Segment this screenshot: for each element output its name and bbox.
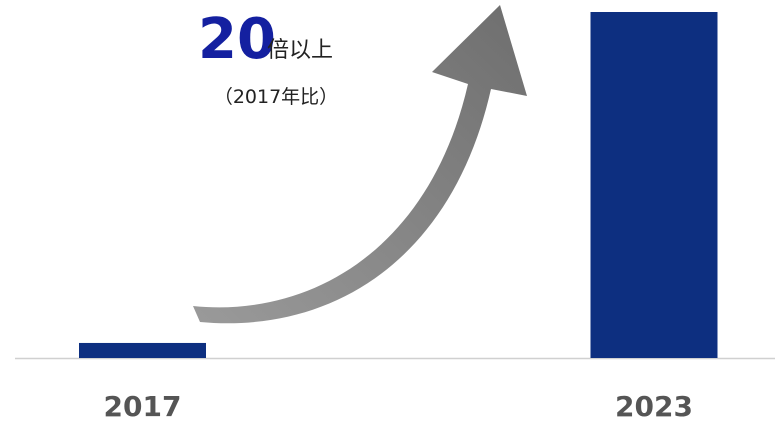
growth-arrow [193, 5, 527, 324]
note: （2017年比） [214, 86, 338, 108]
bar [590, 12, 718, 358]
multiplier-suffix: 倍以上 [267, 38, 333, 63]
multiplier: 20 [198, 7, 276, 72]
x-tick-label: 2023 [615, 390, 693, 423]
bar [79, 342, 206, 358]
x-tick-label: 2017 [104, 390, 182, 423]
